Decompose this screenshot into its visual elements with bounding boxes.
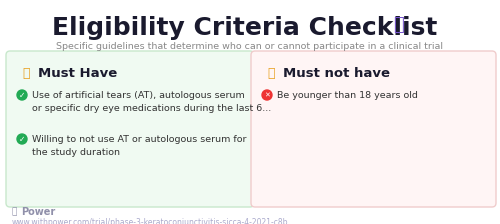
Text: Use of artificial tears (AT), autologous serum: Use of artificial tears (AT), autologous…	[32, 91, 245, 100]
Text: 📐: 📐	[12, 207, 18, 216]
Text: 📋: 📋	[393, 16, 404, 34]
Text: 👎: 👎	[267, 67, 274, 80]
Text: the study duration: the study duration	[32, 148, 120, 157]
Text: ✓: ✓	[19, 134, 25, 144]
Text: Be younger than 18 years old: Be younger than 18 years old	[277, 91, 418, 100]
Text: Willing to not use AT or autologous serum for: Willing to not use AT or autologous seru…	[32, 135, 246, 144]
FancyBboxPatch shape	[6, 51, 254, 207]
FancyBboxPatch shape	[251, 51, 496, 207]
Text: Eligibility Criteria Checklist: Eligibility Criteria Checklist	[52, 16, 438, 40]
Circle shape	[17, 134, 27, 144]
Text: 👍: 👍	[22, 67, 30, 80]
Text: www.withpower.com/trial/phase-3-keratoconjunctivitis-sicca-4-2021-c8b: www.withpower.com/trial/phase-3-keratoco…	[12, 218, 288, 224]
Text: Power: Power	[21, 207, 55, 217]
Circle shape	[17, 90, 27, 100]
Circle shape	[262, 90, 272, 100]
Text: ✕: ✕	[264, 92, 270, 98]
Text: or specific dry eye medications during the last 6...: or specific dry eye medications during t…	[32, 104, 271, 113]
Text: Must not have: Must not have	[283, 67, 390, 80]
Text: Specific guidelines that determine who can or cannot participate in a clinical t: Specific guidelines that determine who c…	[56, 42, 444, 51]
Text: ✓: ✓	[19, 90, 25, 99]
Text: Must Have: Must Have	[38, 67, 117, 80]
